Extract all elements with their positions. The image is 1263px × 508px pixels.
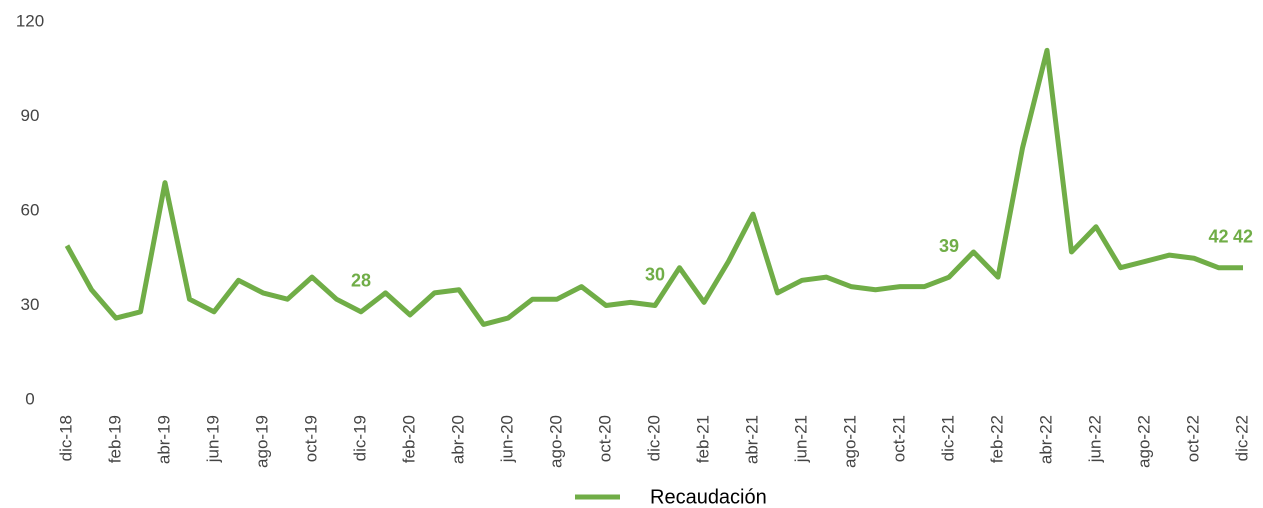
x-tick-label: jun-20 — [497, 415, 516, 463]
legend-label: Recaudación — [650, 486, 767, 508]
x-tick-label: jun-21 — [791, 415, 810, 463]
x-tick-label: jun-22 — [1085, 415, 1104, 463]
x-tick-label: dic-19 — [350, 415, 369, 461]
x-tick-label: oct-20 — [595, 415, 614, 462]
y-tick-label: 30 — [21, 295, 40, 314]
x-tick-label: oct-22 — [1183, 415, 1202, 462]
x-tick-label: dic-22 — [1232, 415, 1251, 461]
data-label: 28 — [351, 271, 371, 291]
x-tick-label: jun-19 — [203, 415, 222, 463]
y-tick-label: 120 — [16, 11, 44, 30]
x-tick-label: abr-20 — [448, 415, 467, 464]
data-label: 39 — [939, 236, 959, 256]
y-tick-label: 60 — [21, 200, 40, 219]
x-tick-label: ago-22 — [1134, 415, 1153, 468]
x-tick-label: abr-21 — [742, 415, 761, 464]
x-tick-label: abr-19 — [154, 415, 173, 464]
legend: Recaudación — [575, 486, 767, 508]
data-label: 42 — [1233, 226, 1253, 246]
data-label: 30 — [645, 264, 665, 284]
y-tick-label: 90 — [21, 106, 40, 125]
x-tick-label: ago-21 — [840, 415, 859, 468]
x-tick-label: oct-21 — [889, 415, 908, 462]
data-label: 42 — [1208, 226, 1228, 246]
x-tick-label: abr-22 — [1036, 415, 1055, 464]
x-tick-label: feb-22 — [987, 415, 1006, 463]
y-tick-label: 0 — [25, 389, 34, 408]
x-tick-label: feb-21 — [693, 415, 712, 463]
x-tick-label: dic-18 — [56, 415, 75, 461]
x-tick-label: dic-20 — [644, 415, 663, 461]
x-tick-label: ago-20 — [546, 415, 565, 468]
x-tick-label: feb-19 — [105, 415, 124, 463]
x-tick-label: feb-20 — [399, 415, 418, 463]
x-tick-label: oct-19 — [301, 415, 320, 462]
x-tick-label: ago-19 — [252, 415, 271, 468]
series-line — [64, 47, 1243, 327]
x-tick-label: dic-21 — [938, 415, 957, 461]
